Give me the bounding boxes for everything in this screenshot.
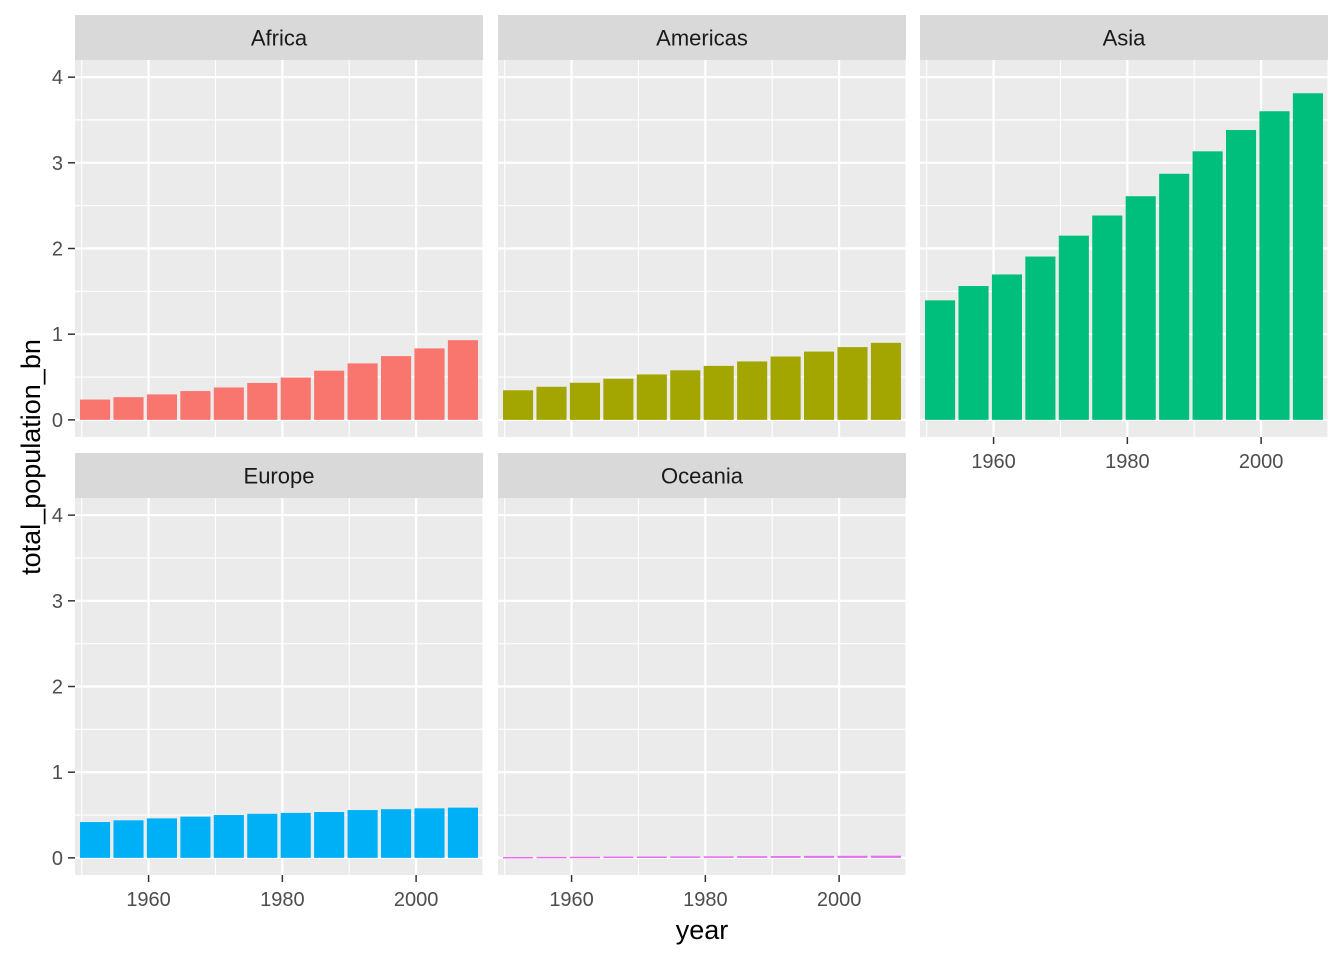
bar — [737, 361, 768, 420]
y-tick-label: 1 — [52, 324, 63, 346]
x-tick-label: 2000 — [394, 889, 439, 911]
bar — [703, 365, 734, 420]
bar — [536, 856, 567, 859]
facet-strip-label: Asia — [1103, 26, 1147, 51]
x-tick-label: 2000 — [817, 889, 862, 911]
facet-asia: Asia 1960 1980 2000 — [920, 15, 1329, 473]
bar — [636, 856, 667, 858]
y-tick-label: 3 — [52, 153, 63, 175]
bar — [670, 856, 701, 858]
facet-strip-label: Americas — [656, 26, 748, 51]
y-tick-label: 4 — [52, 67, 63, 89]
bar — [804, 855, 835, 858]
x-tick-label: 1960 — [549, 889, 594, 911]
bar — [146, 394, 177, 420]
y-tick-label: 2 — [52, 677, 63, 699]
bar — [569, 382, 600, 420]
x-tick-label: 1980 — [683, 889, 728, 911]
facet-africa: Africa 0 1 2 3 4 — [52, 15, 484, 437]
bar — [1125, 196, 1156, 420]
bar — [213, 815, 244, 858]
bar — [1025, 256, 1056, 420]
y-tick-label: 2 — [52, 239, 63, 261]
bar — [925, 300, 956, 420]
bar — [1259, 111, 1290, 420]
bar — [347, 810, 378, 858]
bar — [347, 363, 378, 420]
bar — [381, 809, 412, 858]
x-tick-label: 1960 — [126, 889, 171, 911]
facet-strip — [75, 453, 483, 498]
bar — [991, 274, 1022, 420]
bar — [414, 348, 445, 420]
bar — [603, 856, 634, 859]
bar — [113, 820, 144, 858]
facet-strip-label: Oceania — [661, 464, 744, 489]
bar — [280, 812, 311, 858]
bar — [80, 399, 111, 420]
bar — [503, 856, 534, 859]
bar — [670, 370, 701, 420]
bar — [503, 390, 534, 420]
facet-strip — [920, 15, 1328, 60]
bar — [1092, 215, 1123, 420]
bar — [1058, 235, 1089, 420]
bar — [536, 386, 567, 420]
bar — [1292, 93, 1323, 420]
bar — [247, 382, 278, 420]
y-axis-title: total_population_bn — [16, 339, 46, 575]
bar — [180, 391, 211, 420]
bar — [314, 812, 345, 858]
bar — [837, 347, 868, 420]
bar — [113, 397, 144, 420]
bar — [447, 807, 478, 858]
bar — [837, 855, 868, 858]
bar — [770, 856, 801, 858]
bar — [1226, 130, 1257, 420]
bar — [1192, 151, 1223, 420]
y-tick-label: 4 — [52, 505, 63, 527]
y-tick-label: 0 — [52, 410, 63, 432]
bar — [213, 387, 244, 420]
bar — [804, 351, 835, 420]
facet-strip — [498, 453, 906, 498]
bar — [603, 378, 634, 420]
facet-oceania: Oceania 1960 1980 2000 — [498, 453, 907, 911]
x-tick-label: 1980 — [260, 889, 305, 911]
bar — [569, 856, 600, 859]
x-tick-label: 1980 — [1105, 451, 1150, 473]
bar — [280, 377, 311, 420]
bar — [414, 808, 445, 858]
bar — [80, 822, 111, 858]
facet-strip-label: Africa — [251, 26, 308, 51]
bar — [314, 370, 345, 420]
bar — [146, 818, 177, 858]
bar — [870, 855, 901, 858]
bar — [180, 816, 211, 858]
facet-americas: Americas — [498, 15, 907, 437]
facet-europe: Europe 0 1 2 3 4 1960 1980 2000 — [52, 453, 484, 911]
facet-strip-label: Europe — [244, 464, 315, 489]
x-tick-label: 2000 — [1239, 451, 1284, 473]
facet-strip — [75, 15, 483, 60]
facet-strip — [498, 15, 906, 60]
x-tick-label: 1960 — [971, 451, 1016, 473]
bar — [958, 286, 989, 420]
bar — [381, 356, 412, 420]
bar — [737, 856, 768, 858]
y-tick-label: 3 — [52, 591, 63, 613]
bar — [870, 342, 901, 420]
bar — [703, 856, 734, 858]
bar — [247, 813, 278, 858]
y-tick-label: 1 — [52, 762, 63, 784]
x-axis-title: year — [676, 915, 729, 945]
bar — [1159, 173, 1190, 420]
bar — [636, 374, 667, 420]
bar — [770, 356, 801, 420]
y-tick-label: 0 — [52, 848, 63, 870]
bar — [447, 340, 478, 420]
